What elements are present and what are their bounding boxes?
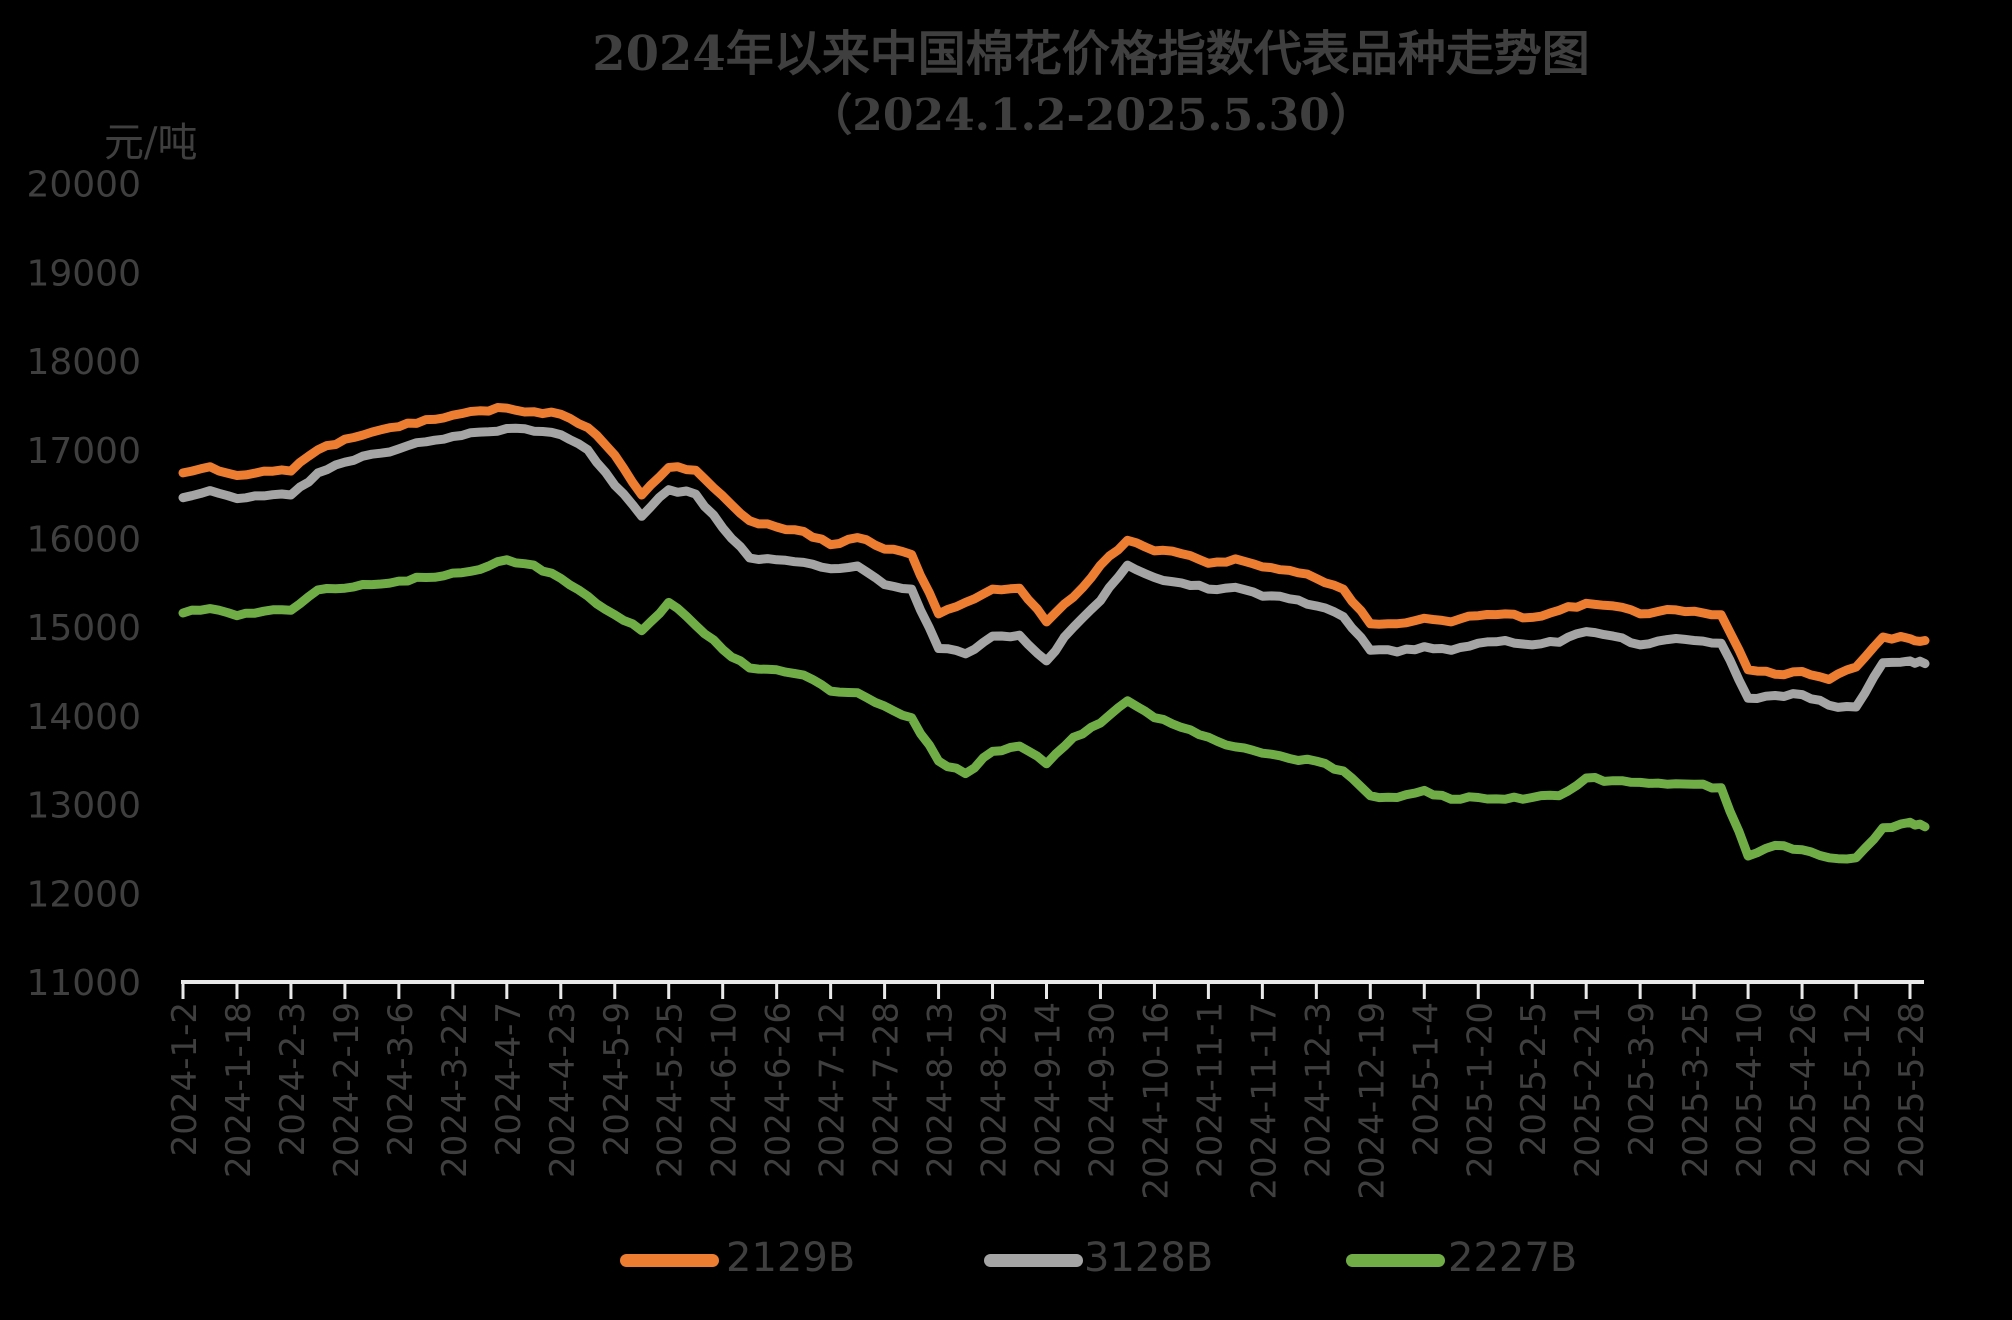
y-tick-label: 11000 (26, 963, 141, 1004)
x-tick-label: 2024-5-9 (597, 1002, 637, 1156)
y-tick-label: 20000 (26, 165, 141, 206)
x-tick-label: 2024-10-16 (1136, 1002, 1176, 1200)
x-tick-label: 2024-2-3 (273, 1002, 313, 1156)
x-tick-label: 2025-2-5 (1514, 1002, 1554, 1156)
x-tick-label: 2024-7-28 (867, 1002, 907, 1178)
x-tick-label: 2024-12-3 (1298, 1002, 1338, 1178)
x-tick-label: 2024-8-29 (975, 1002, 1015, 1178)
series-line-2227B (178, 555, 1930, 864)
x-tick-label: 2025-1-20 (1460, 1002, 1500, 1178)
x-tick-label: 2025-2-21 (1568, 1002, 1608, 1178)
title-block: 2024年以来中国棉花价格指数代表品种走势图 （2024.1.2-2025.5.… (170, 26, 2012, 142)
x-tick-label: 2024-12-19 (1352, 1002, 1392, 1200)
chart-title: 2024年以来中国棉花价格指数代表品种走势图 (592, 26, 1590, 82)
x-tick-label: 2025-5-12 (1838, 1002, 1878, 1178)
y-axis-unit-label: 元/吨 (104, 120, 198, 166)
x-tick-label: 2024-4-7 (489, 1002, 529, 1156)
x-tick-label: 2025-4-10 (1730, 1002, 1770, 1178)
x-tick-label: 2024-9-14 (1029, 1002, 1069, 1178)
y-tick-label: 14000 (26, 697, 141, 738)
x-tick-label: 2024-11-1 (1190, 1002, 1230, 1178)
x-tick-label: 2024-6-10 (705, 1002, 745, 1178)
x-tick-label: 2024-6-26 (759, 1002, 799, 1178)
chart-subtitle: （2024.1.2-2025.5.30） (808, 90, 1374, 141)
x-tick-label: 2025-3-9 (1622, 1002, 1662, 1156)
x-tick-label: 2025-3-25 (1676, 1002, 1716, 1178)
x-tick-label: 2025-1-4 (1406, 1002, 1446, 1156)
y-tick-label: 18000 (26, 342, 141, 383)
x-tick-label: 2024-4-23 (543, 1002, 583, 1178)
y-tick-label: 13000 (26, 786, 141, 827)
series-line-3128B (178, 423, 1930, 712)
x-tick-label: 2024-1-2 (165, 1002, 205, 1156)
x-tick-label: 2024-2-19 (327, 1002, 367, 1178)
x-tick-label: 2024-5-25 (651, 1002, 691, 1178)
x-tick-label: 2025-4-26 (1784, 1002, 1824, 1178)
x-tick-label: 2024-7-12 (813, 1002, 853, 1178)
x-tick-label: 2024-3-6 (381, 1002, 421, 1156)
y-tick-label: 19000 (26, 253, 141, 294)
x-tick-label: 2024-8-13 (921, 1002, 961, 1178)
x-tick-label: 2024-3-22 (435, 1002, 475, 1178)
x-tick-label: 2025-5-28 (1892, 1002, 1932, 1178)
x-tick-label: 2024-9-30 (1082, 1002, 1122, 1178)
x-tick-label: 2024-11-17 (1244, 1002, 1284, 1200)
y-tick-label: 17000 (26, 431, 141, 472)
y-tick-label: 16000 (26, 520, 141, 561)
series-line-2129B (178, 403, 1930, 684)
y-tick-label: 12000 (26, 874, 141, 915)
x-tick-label: 2024-1-18 (219, 1002, 259, 1178)
y-tick-label: 15000 (26, 608, 141, 649)
